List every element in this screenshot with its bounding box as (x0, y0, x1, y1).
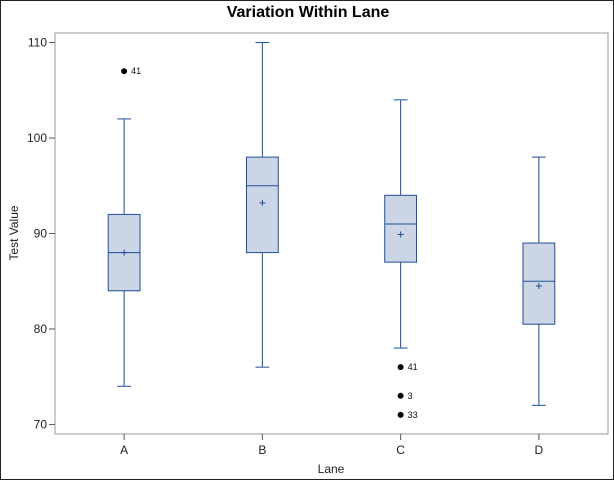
outlier-label: 3 (408, 391, 413, 401)
box-A: 41 (107, 66, 141, 387)
chart-title: Variation Within Lane (227, 4, 390, 21)
y-tick-label: 100 (27, 131, 47, 145)
iqr-box (384, 194, 418, 263)
x-axis-title: Lane (318, 462, 345, 476)
x-tick-label: D (535, 443, 544, 457)
y-tick-label: 90 (34, 227, 48, 241)
y-tick-label: 110 (28, 36, 47, 50)
y-axis-title: Test Value (7, 205, 21, 260)
box-B (245, 42, 279, 368)
outlier-label: 41 (131, 66, 141, 76)
outlier-point (397, 364, 404, 371)
y-tick-label: 70 (34, 417, 48, 431)
outlier-point (397, 411, 404, 418)
outlier-label: 33 (408, 410, 418, 420)
x-axis: A B C D (120, 434, 544, 457)
y-axis: 70 80 90 100 110 (27, 36, 55, 431)
y-tick-label: 80 (34, 322, 48, 336)
x-tick-label: C (396, 443, 405, 457)
outlier-point (397, 392, 404, 399)
x-tick-label: A (120, 443, 128, 457)
outlier-label: 41 (408, 362, 418, 372)
x-tick-label: B (258, 443, 266, 457)
outlier-point (121, 68, 128, 75)
box-D (522, 156, 556, 406)
